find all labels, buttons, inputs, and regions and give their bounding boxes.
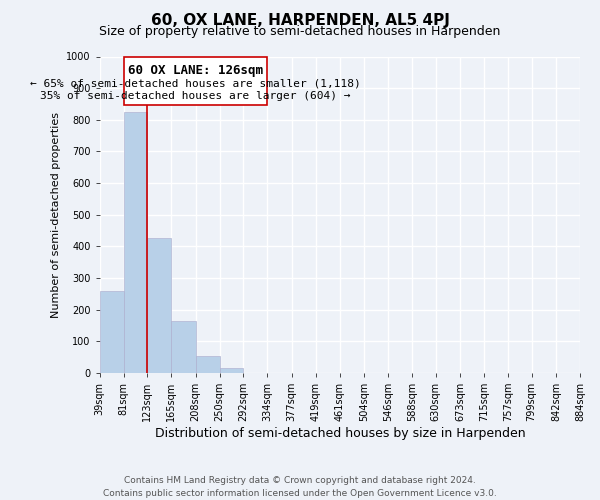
Y-axis label: Number of semi-detached properties: Number of semi-detached properties bbox=[50, 112, 61, 318]
Bar bbox=[196, 356, 220, 373]
Text: 60 OX LANE: 126sqm: 60 OX LANE: 126sqm bbox=[128, 64, 263, 78]
FancyBboxPatch shape bbox=[124, 57, 268, 104]
Bar bbox=[148, 238, 171, 373]
Bar bbox=[100, 290, 124, 373]
Bar bbox=[171, 320, 196, 373]
Text: 60, OX LANE, HARPENDEN, AL5 4PJ: 60, OX LANE, HARPENDEN, AL5 4PJ bbox=[151, 12, 449, 28]
X-axis label: Distribution of semi-detached houses by size in Harpenden: Distribution of semi-detached houses by … bbox=[155, 427, 525, 440]
Text: Size of property relative to semi-detached houses in Harpenden: Size of property relative to semi-detach… bbox=[100, 25, 500, 38]
Bar bbox=[220, 368, 244, 373]
Text: ← 65% of semi-detached houses are smaller (1,118): ← 65% of semi-detached houses are smalle… bbox=[30, 78, 361, 88]
Text: Contains HM Land Registry data © Crown copyright and database right 2024.
Contai: Contains HM Land Registry data © Crown c… bbox=[103, 476, 497, 498]
Text: 35% of semi-detached houses are larger (604) →: 35% of semi-detached houses are larger (… bbox=[40, 92, 350, 102]
Bar bbox=[124, 112, 148, 373]
